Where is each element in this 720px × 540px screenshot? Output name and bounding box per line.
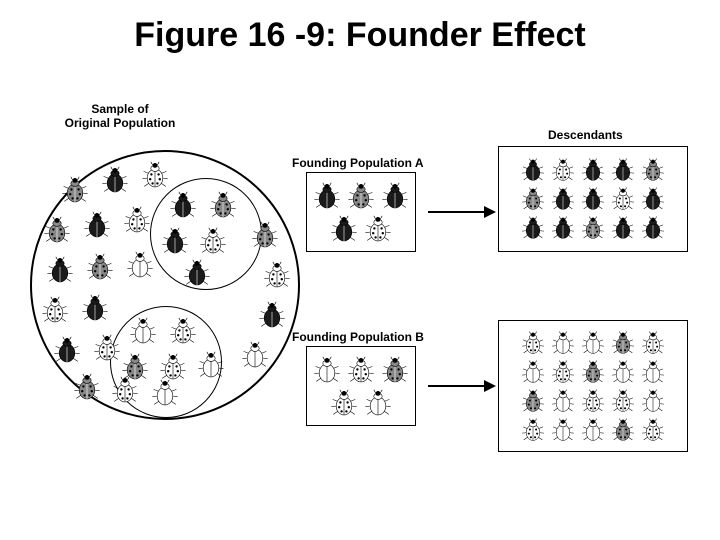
beetle-icon [92, 333, 122, 363]
beetle-icon [580, 417, 606, 443]
beetle-icon [520, 330, 546, 356]
label-founding-b: Founding Population B [292, 330, 424, 344]
beetle-icon [329, 214, 359, 244]
beetle-icon [520, 388, 546, 414]
beetle-icon [120, 352, 150, 382]
beetle-icon [160, 226, 190, 256]
beetle-icon [150, 378, 180, 408]
beetle-icon [580, 157, 606, 183]
beetle-icon [640, 215, 666, 241]
beetle-icon [52, 335, 82, 365]
beetle-icon [610, 186, 636, 212]
beetle-icon [640, 186, 666, 212]
beetle-icon [610, 157, 636, 183]
beetle-icon [580, 330, 606, 356]
beetle-icon [550, 388, 576, 414]
beetle-icon [610, 417, 636, 443]
beetle-icon [380, 355, 410, 385]
beetle-icon [580, 186, 606, 212]
beetle-icon [182, 258, 212, 288]
beetle-icon [72, 372, 102, 402]
label-sample-l1: Sample of [65, 102, 176, 116]
beetle-icon [158, 352, 188, 382]
beetle-icon [550, 186, 576, 212]
label-sample-l2: Original Population [65, 116, 176, 130]
descendants-grid-b [498, 320, 688, 452]
beetle-icon [520, 359, 546, 385]
beetle-icon [262, 260, 292, 290]
beetle-icon [140, 160, 170, 190]
descendants-grid-a [498, 146, 688, 252]
beetle-icon [198, 226, 228, 256]
beetle-icon [610, 359, 636, 385]
beetle-icon [520, 417, 546, 443]
beetle-icon [128, 316, 158, 346]
beetle-icon [196, 350, 226, 380]
beetle-icon [346, 181, 376, 211]
beetle-icon [550, 330, 576, 356]
beetle-icon [610, 388, 636, 414]
beetle-icon [610, 330, 636, 356]
beetle-icon [640, 388, 666, 414]
beetle-icon [580, 359, 606, 385]
label-descendants: Descendants [548, 128, 623, 142]
beetle-icon [80, 293, 110, 323]
beetle-icon [640, 417, 666, 443]
beetle-icon [640, 359, 666, 385]
beetle-icon [520, 215, 546, 241]
founding-grid-a [306, 172, 416, 252]
arrow-b [428, 380, 496, 392]
beetle-icon [82, 210, 112, 240]
beetle-icon [550, 157, 576, 183]
beetle-icon [240, 340, 270, 370]
beetle-icon [40, 295, 70, 325]
beetle-icon [312, 355, 342, 385]
beetle-icon [100, 165, 130, 195]
beetle-icon [45, 255, 75, 285]
founding-grid-b [306, 346, 416, 426]
beetle-icon [550, 417, 576, 443]
beetle-icon [550, 215, 576, 241]
beetle-icon [208, 190, 238, 220]
beetle-icon [250, 220, 280, 250]
beetle-icon [122, 205, 152, 235]
beetle-icon [640, 330, 666, 356]
beetle-icon [580, 215, 606, 241]
beetle-icon [329, 388, 359, 418]
beetle-icon [640, 157, 666, 183]
beetle-icon [363, 214, 393, 244]
label-founding-a: Founding Population A [292, 156, 424, 170]
beetle-icon [312, 181, 342, 211]
beetle-icon [42, 215, 72, 245]
beetle-icon [520, 157, 546, 183]
beetle-icon [380, 181, 410, 211]
beetle-icon [168, 190, 198, 220]
beetle-icon [610, 215, 636, 241]
beetle-icon [60, 175, 90, 205]
arrow-a [428, 206, 496, 218]
beetle-icon [520, 186, 546, 212]
beetle-icon [580, 388, 606, 414]
label-sample: Sample of Original Population [65, 102, 176, 130]
beetle-icon [257, 300, 287, 330]
beetle-icon [346, 355, 376, 385]
beetle-icon [363, 388, 393, 418]
beetle-icon [85, 252, 115, 282]
figure-title: Figure 16 -9: Founder Effect [0, 16, 720, 55]
beetle-icon [125, 250, 155, 280]
beetle-icon [168, 316, 198, 346]
beetle-icon [550, 359, 576, 385]
